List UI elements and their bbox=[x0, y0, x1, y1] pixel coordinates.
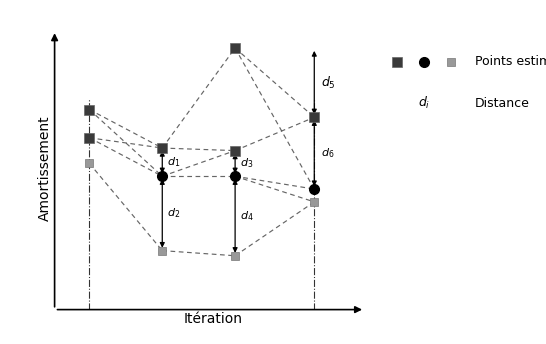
Text: $d_6$: $d_6$ bbox=[321, 146, 334, 160]
Text: $d_3$: $d_3$ bbox=[240, 157, 253, 170]
Text: $d_4$: $d_4$ bbox=[240, 209, 254, 223]
Text: $d_i$: $d_i$ bbox=[418, 95, 430, 111]
Text: $d_5$: $d_5$ bbox=[321, 75, 335, 91]
Y-axis label: Amortissement: Amortissement bbox=[38, 116, 52, 222]
Text: $d_1$: $d_1$ bbox=[167, 155, 181, 169]
Text: $d_2$: $d_2$ bbox=[167, 206, 181, 221]
Text: Points estimés: Points estimés bbox=[475, 55, 546, 68]
Text: Distance: Distance bbox=[475, 97, 530, 110]
X-axis label: Itération: Itération bbox=[183, 312, 242, 326]
